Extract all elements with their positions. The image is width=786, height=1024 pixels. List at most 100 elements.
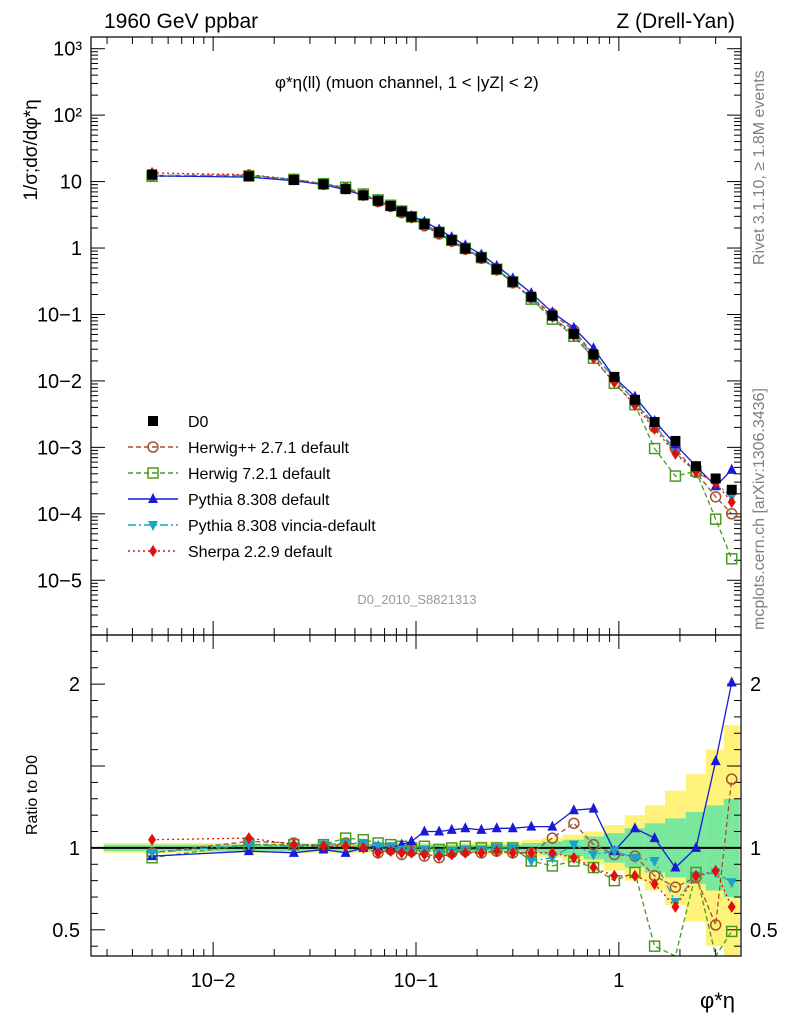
legend-marker	[147, 467, 159, 479]
y-tick-label: 10³	[53, 39, 82, 61]
ratio-point	[289, 838, 298, 851]
legend-label: Pythia 8.308 default	[188, 492, 330, 509]
x-tick-label: 1	[613, 970, 624, 992]
legend-marker	[149, 545, 157, 557]
legend-item: Sherpa 2.2.9 default	[128, 544, 333, 561]
main-series-line	[152, 174, 733, 498]
ratio-y-tick-label: 1	[69, 838, 80, 860]
ratio-point	[461, 846, 470, 859]
x-tick-label: 10−1	[393, 970, 438, 992]
ratio-point	[548, 846, 557, 859]
plot-title-text: φ*η(ll) (muon channel, 1 < |yZ| < 2)	[275, 73, 539, 92]
y-tick-label: 10−1	[37, 304, 82, 326]
data-point	[406, 211, 417, 222]
data-point	[460, 243, 471, 254]
y-tick-label: 10−3	[37, 437, 82, 459]
data-point	[491, 264, 502, 275]
data-point	[669, 470, 682, 482]
ratio-point	[569, 851, 578, 864]
ratio-point	[726, 878, 737, 889]
data-point	[725, 508, 738, 520]
legend-marker	[148, 416, 158, 426]
ratio-point	[649, 857, 660, 868]
y-tick-label: 10−5	[37, 570, 82, 592]
ratio-point	[588, 850, 599, 861]
data-point	[726, 463, 737, 474]
ratio-point	[434, 825, 445, 836]
y-tick-label: 10	[60, 172, 82, 194]
data-point	[648, 442, 661, 455]
ratio-point	[492, 845, 501, 858]
ratio-point	[491, 822, 502, 833]
data-point	[419, 219, 430, 230]
legend-marker	[147, 441, 159, 453]
data-point	[358, 190, 369, 201]
ratio-y-tick-label-right: 1	[750, 838, 761, 860]
plot-title: φ*η(ll) (muon channel, 1 < |yZ| < 2)	[275, 73, 539, 92]
data-point	[727, 496, 736, 509]
ratio-point	[609, 847, 620, 858]
data-point	[629, 394, 640, 405]
ratio-point	[243, 840, 254, 851]
ratio-frame	[90, 634, 742, 957]
ratio-point	[568, 804, 579, 815]
x-tick-label: 10−2	[191, 970, 236, 992]
data-point	[649, 417, 660, 428]
analysis-watermark: D0_2010_S8821313	[357, 592, 476, 607]
legend-item: Herwig 7.2.1 default	[128, 466, 331, 483]
legend-item: Pythia 8.308 vincia-default	[128, 518, 376, 535]
ratio-point	[710, 755, 721, 766]
ratio-series-4	[148, 832, 736, 913]
ratio-point	[476, 823, 487, 834]
ratio-point	[507, 822, 518, 833]
main-series-0	[147, 169, 737, 495]
y-tick-label: 1	[71, 238, 82, 260]
legend-label: Pythia 8.308 vincia-default	[188, 518, 376, 535]
legend-marker	[148, 521, 158, 531]
ratio-point	[419, 825, 430, 836]
ratio-point	[648, 940, 661, 952]
legend-item: Herwig++ 2.7.1 default	[128, 440, 350, 457]
data-point	[476, 252, 487, 263]
ratio-point	[610, 869, 619, 882]
ratio-point	[447, 848, 456, 861]
ratio-point	[386, 845, 395, 858]
legend-marker	[148, 493, 158, 503]
data-point	[725, 553, 738, 565]
ratio-point	[397, 846, 406, 859]
legend-label: Sherpa 2.2.9 default	[188, 544, 333, 561]
ratio-point	[460, 822, 471, 833]
ratio-point	[589, 861, 598, 874]
main-series-line	[152, 175, 733, 488]
ratio-point	[711, 864, 720, 877]
ratio-point	[727, 900, 736, 913]
ratio-point	[546, 832, 559, 844]
data-point	[507, 276, 518, 287]
header-right: Z (Drell-Yan)	[616, 10, 735, 33]
ratio-point	[147, 848, 158, 859]
ratio-point	[526, 857, 537, 868]
ratio-y-tick-label: 0.5	[52, 920, 80, 942]
ratio-point	[527, 846, 536, 859]
ratio-series-line	[152, 682, 733, 869]
ratio-point	[446, 823, 457, 834]
data-point	[568, 328, 579, 339]
ratio-point	[630, 869, 639, 882]
legend-item: Pythia 8.308 default	[128, 492, 330, 509]
ratio-point	[319, 840, 328, 853]
data-point	[710, 473, 721, 484]
data-point	[373, 195, 384, 206]
data-point	[709, 491, 722, 503]
ratio-y-tick-label-right: 2	[750, 674, 761, 696]
mcplots-label: mcplots.cern.ch [arXiv:1306.3436]	[751, 388, 768, 630]
ratio-point	[568, 817, 580, 830]
ratio-ylabel: Ratio to D0	[24, 755, 41, 835]
ratio-series-line	[152, 837, 733, 958]
data-point	[726, 484, 737, 495]
ratio-point	[725, 925, 738, 938]
ratio-point	[341, 840, 350, 853]
ratio-point	[406, 835, 417, 846]
ratio-point	[671, 900, 680, 913]
data-point	[288, 174, 299, 185]
ratio-series-line	[152, 842, 733, 904]
